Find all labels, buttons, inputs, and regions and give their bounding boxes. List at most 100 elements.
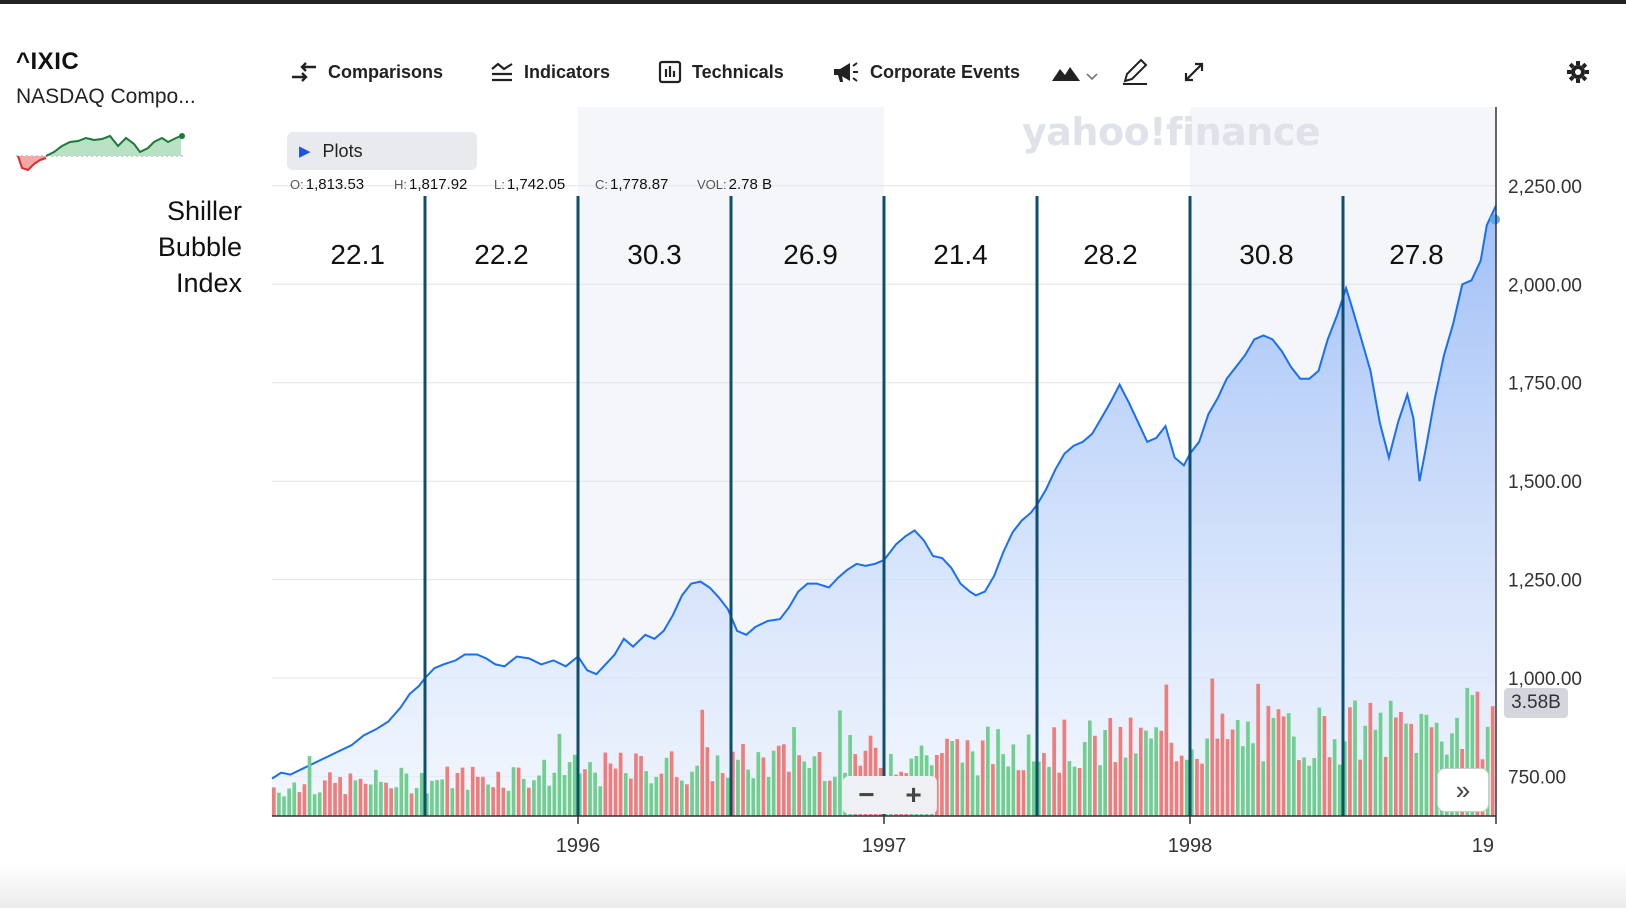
y-tick-label: 1,250.00	[1508, 571, 1582, 592]
volume-bar	[1082, 742, 1087, 816]
volume-bar	[833, 776, 837, 816]
volume-bar	[409, 793, 414, 816]
volume-bar	[307, 756, 312, 816]
volume-bar	[1353, 700, 1357, 816]
volume-bar	[1292, 736, 1296, 816]
settings-button[interactable]	[1566, 60, 1590, 89]
volume-bar	[1281, 716, 1286, 816]
volume-bar	[822, 781, 827, 816]
volume-bar	[623, 773, 628, 816]
volume-bar	[710, 781, 715, 816]
volume-bar	[970, 751, 975, 816]
play-icon: ▶	[299, 143, 311, 160]
zoom-out-button[interactable]: −	[858, 779, 875, 810]
volume-bar	[1088, 720, 1092, 816]
volume-bar	[450, 788, 455, 816]
plots-button[interactable]: ▶ Plots	[287, 132, 477, 170]
x-tick-label: 1996	[556, 835, 601, 857]
volume-bar	[1368, 702, 1373, 816]
volume-bar	[649, 783, 654, 816]
chart-type-button[interactable]	[1048, 60, 1102, 86]
volume-bar	[827, 780, 832, 816]
volume-bar	[741, 744, 745, 816]
volume-bar	[1414, 752, 1419, 816]
comparisons-button[interactable]: Comparisons	[290, 58, 443, 86]
volume-bar	[1052, 727, 1056, 816]
volume-bar	[1164, 684, 1169, 816]
y-tick-label: 1,000.00	[1508, 669, 1582, 690]
volume-bar	[746, 769, 750, 816]
volume-bar	[323, 780, 327, 816]
volume-bar	[1266, 705, 1271, 816]
volume-bar	[287, 788, 291, 816]
volume-bar	[282, 796, 286, 816]
volume-bar	[603, 752, 608, 816]
ohlc-high: H: 1,817.92	[394, 176, 468, 193]
volume-bar	[1399, 712, 1403, 816]
volume-bar	[680, 780, 684, 816]
chevron-down-icon	[1086, 73, 1098, 81]
comparisons-icon	[292, 62, 316, 82]
volume-bar	[476, 776, 480, 816]
volume-bar	[430, 780, 434, 816]
volume-bar	[1235, 720, 1240, 816]
volume-bar	[807, 768, 812, 816]
volume-bar	[1404, 723, 1408, 816]
volume-bar	[608, 763, 613, 816]
volume-bar	[1169, 742, 1174, 816]
volume-bar	[1276, 709, 1281, 816]
ohlc-volume: VOL: 2.78 B	[697, 176, 772, 193]
bubble-index-value: 26.9	[783, 239, 838, 270]
volume-bar	[1256, 683, 1260, 816]
volume-bar	[1419, 713, 1424, 816]
ohlc-close: C: 1,778.87	[595, 176, 669, 193]
volume-bar	[1210, 678, 1215, 816]
volume-bar	[848, 735, 852, 816]
volume-bar	[996, 729, 1000, 816]
volume-bar	[1465, 687, 1470, 816]
volume-bar	[797, 755, 801, 816]
volume-bar	[751, 778, 756, 816]
volume-bar	[1184, 759, 1189, 816]
fullscreen-button[interactable]	[1180, 58, 1208, 86]
volume-bar	[353, 780, 358, 816]
volume-bar	[1098, 765, 1102, 816]
volume-bar	[511, 767, 516, 816]
volume-bar	[460, 767, 465, 816]
volume-bar	[1047, 766, 1051, 816]
volume-bar	[1470, 695, 1475, 816]
volume-bar	[552, 772, 557, 816]
volume-bar	[516, 767, 521, 816]
volume-bar	[1302, 757, 1306, 816]
volume-bar	[1220, 713, 1225, 816]
zoom-in-button[interactable]: +	[905, 779, 922, 810]
volume-bar	[1383, 756, 1388, 816]
volume-bar	[348, 773, 353, 816]
volume-bar	[440, 779, 444, 816]
volume-bar	[950, 741, 954, 816]
volume-bar	[292, 782, 297, 816]
volume-bar	[975, 775, 980, 816]
volume-bar	[787, 771, 791, 816]
volume-bar	[404, 773, 409, 816]
volume-bar	[1128, 717, 1133, 816]
volume-bar	[1144, 730, 1148, 816]
mountain-chart-icon	[1052, 67, 1080, 81]
volume-bar	[572, 754, 577, 816]
volume-bar	[1241, 746, 1245, 816]
volume-bar	[1424, 714, 1429, 816]
volume-bar	[277, 792, 281, 816]
volume-bar	[1057, 772, 1062, 816]
indicators-button[interactable]: Indicators	[490, 58, 610, 86]
technicals-button[interactable]: Technicals	[658, 58, 784, 86]
volume-bar	[1409, 723, 1413, 816]
ohlc-low: L: 1,742.05	[494, 176, 566, 193]
corporate-events-button[interactable]: Corporate Events	[832, 58, 1020, 86]
volume-bar	[445, 766, 450, 816]
volume-bar	[542, 759, 546, 816]
draw-button[interactable]	[1118, 54, 1152, 88]
volume-bar	[1348, 707, 1352, 816]
scroll-forward-button[interactable]: »	[1437, 768, 1489, 812]
volume-bar	[1297, 760, 1301, 816]
